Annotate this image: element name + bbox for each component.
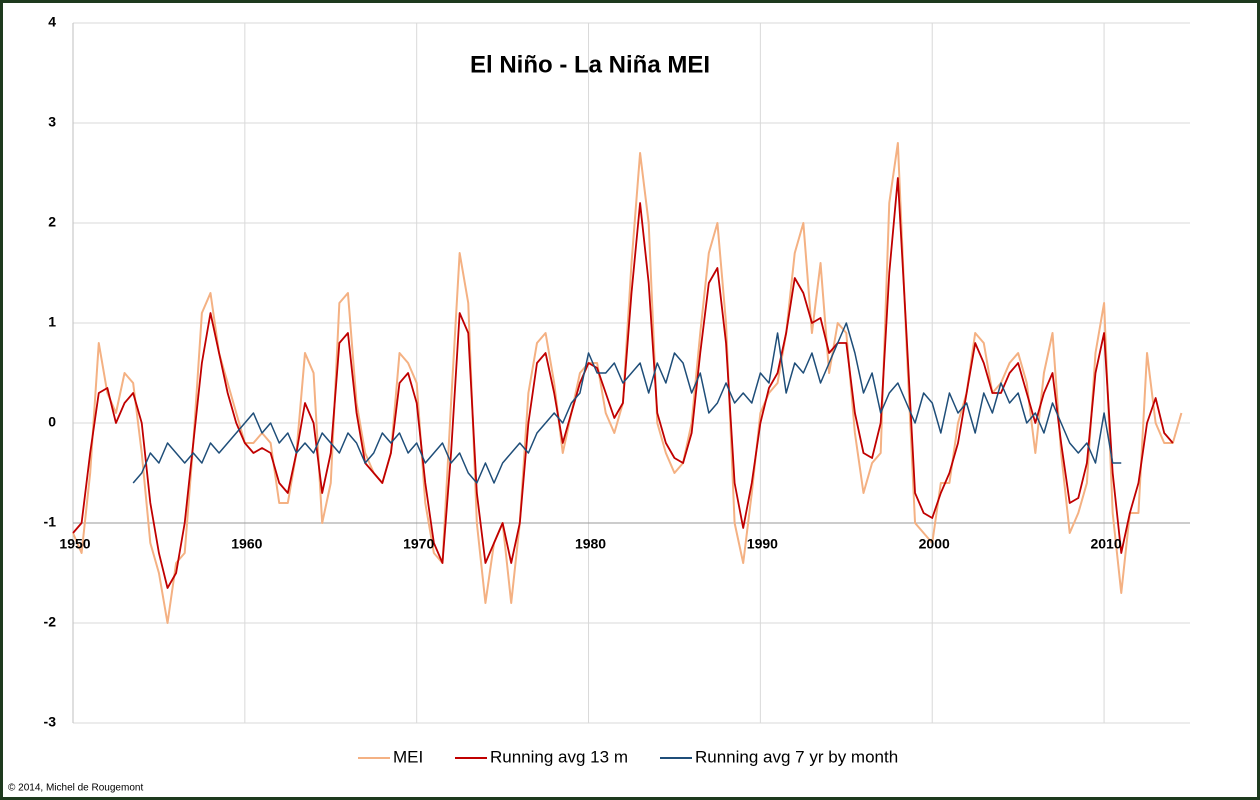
y-tick-label: -3 bbox=[44, 714, 57, 730]
series-line bbox=[72, 177, 1174, 589]
x-tick-label: 1980 bbox=[575, 536, 606, 552]
chart-title: El Niño - La Niña MEI bbox=[470, 51, 710, 78]
legend: MEI Running avg 13 m Running avg 7 yr by m… bbox=[358, 747, 898, 766]
legend-label: Running avg 7 yr by month bbox=[695, 747, 898, 766]
x-tick-label: 2000 bbox=[919, 536, 950, 552]
x-tick-label: 1990 bbox=[747, 536, 778, 552]
y-tick-label: 4 bbox=[48, 14, 56, 30]
series-line bbox=[132, 322, 1122, 484]
y-tick-label: 1 bbox=[48, 314, 56, 330]
x-tick-label: 2010 bbox=[1090, 536, 1121, 552]
lines bbox=[72, 142, 1183, 624]
y-tick-label: 0 bbox=[48, 414, 56, 430]
credit: © 2014, Michel de Rougemont bbox=[8, 783, 143, 794]
y-tick-label: 2 bbox=[48, 214, 56, 230]
x-tick-label: 1960 bbox=[231, 536, 262, 552]
labels: -3 -2 -1 0 1 2 3 4 1950 1960 1970 1980 1990 2000 2010 bbox=[44, 14, 1122, 730]
x-tick-label: 1950 bbox=[59, 536, 90, 552]
legend-label: Running avg 13 m bbox=[490, 747, 628, 766]
series-line bbox=[72, 142, 1183, 624]
x-tick-label: 1970 bbox=[403, 536, 434, 552]
y-tick-label: -2 bbox=[44, 614, 57, 630]
y-tick-label: 3 bbox=[48, 114, 56, 130]
y-tick-label: -1 bbox=[44, 514, 57, 530]
legend-label: MEI bbox=[393, 747, 423, 766]
